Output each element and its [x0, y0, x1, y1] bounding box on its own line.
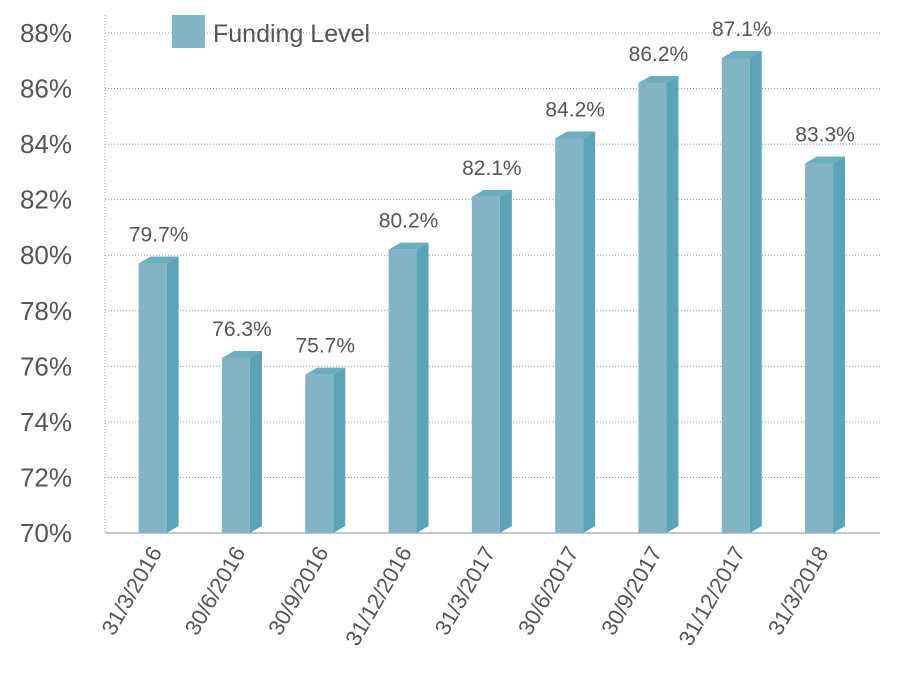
- y-tick-label: 74%: [20, 407, 72, 437]
- bar: [388, 249, 417, 533]
- bar-side: [499, 189, 512, 533]
- bar-top: [305, 367, 346, 375]
- bar: [221, 358, 250, 533]
- x-tick-label: 30/9/2017: [596, 542, 667, 639]
- bar-top: [805, 156, 846, 164]
- x-tick-label: 31/3/2018: [763, 542, 834, 639]
- bar-side: [749, 51, 762, 533]
- bar: [305, 374, 334, 533]
- y-tick-label: 84%: [20, 129, 72, 159]
- bar-top: [721, 51, 762, 58]
- x-tick-label: 30/9/2016: [263, 542, 334, 639]
- bar-top: [638, 76, 679, 83]
- bar-side: [666, 76, 679, 533]
- bar: [138, 263, 167, 533]
- data-label: 86.2%: [629, 43, 689, 66]
- y-tick-label: 78%: [20, 296, 72, 326]
- bar-top: [555, 131, 596, 139]
- data-label: 76.3%: [212, 318, 272, 341]
- data-label: 79.7%: [129, 224, 189, 247]
- bar-top: [221, 351, 262, 358]
- bar-side: [249, 351, 262, 533]
- bar: [471, 196, 500, 533]
- x-tick-label: 30/6/2016: [180, 542, 251, 639]
- bar-top: [471, 189, 512, 197]
- legend-label: Funding Level: [213, 20, 370, 48]
- x-tick-label: 31/3/2016: [96, 542, 167, 639]
- y-tick-label: 82%: [20, 185, 72, 215]
- data-label: 75.7%: [295, 335, 355, 358]
- data-label: 87.1%: [712, 18, 772, 41]
- bar-side: [583, 131, 596, 534]
- bar-top: [388, 242, 429, 250]
- x-tick-label: 31/3/2017: [430, 542, 501, 639]
- y-tick-label: 72%: [20, 462, 72, 492]
- y-tick-label: 88%: [20, 18, 72, 48]
- bar-side: [166, 256, 179, 533]
- legend-swatch: [172, 15, 205, 48]
- bar-top: [138, 256, 179, 264]
- x-tick-label: 31/12/2016: [340, 542, 417, 650]
- bar-side: [333, 367, 346, 533]
- y-tick-label: 76%: [20, 351, 72, 381]
- bar: [638, 83, 667, 533]
- x-tick-label: 31/12/2017: [673, 542, 750, 650]
- bar-side: [416, 242, 429, 533]
- y-tick-label: 80%: [20, 240, 72, 270]
- data-label: 82.1%: [462, 157, 522, 180]
- bar: [721, 58, 750, 533]
- bar-side: [833, 156, 846, 534]
- bar: [555, 138, 584, 534]
- data-label: 83.3%: [795, 124, 855, 147]
- y-tick-label: 86%: [20, 74, 72, 104]
- x-tick-label: 30/6/2017: [513, 542, 584, 639]
- bar: [805, 163, 834, 534]
- y-tick-label: 70%: [20, 518, 72, 548]
- data-label: 84.2%: [545, 99, 605, 122]
- data-label: 80.2%: [379, 210, 439, 233]
